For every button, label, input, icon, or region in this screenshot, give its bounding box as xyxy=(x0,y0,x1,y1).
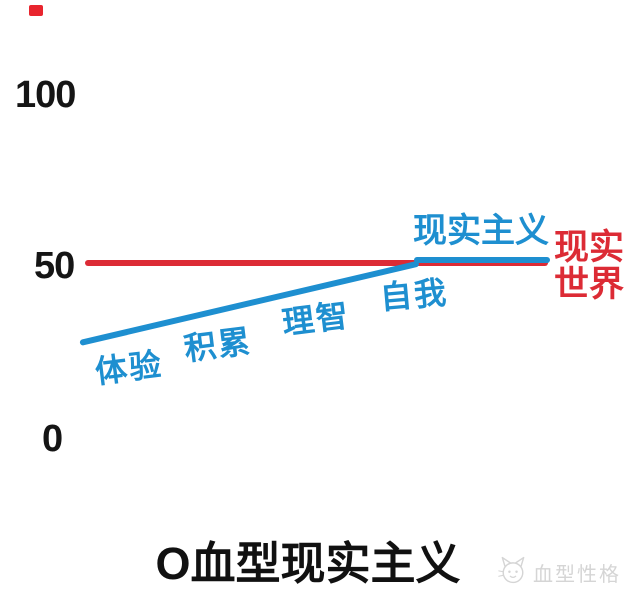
watermark: 血型性格 xyxy=(497,553,621,592)
stage-label-ziwo: 自我 xyxy=(378,274,450,316)
y-tick-100: 100 xyxy=(15,74,76,116)
cat-face-icon xyxy=(497,553,529,592)
top-left-red-bullet-icon xyxy=(29,5,43,16)
y-tick-0: 0 xyxy=(42,418,63,460)
stage-label-xianshizhuyi: 现实主义 xyxy=(413,212,549,250)
real-world-side-label-line1: 现实 xyxy=(553,228,624,267)
chart-title: O血型现实主义 xyxy=(155,538,461,589)
stage-label-jilei: 积累 xyxy=(182,322,254,368)
real-world-side-label: 现实 世界 xyxy=(552,228,626,304)
y-tick-50: 50 xyxy=(34,245,75,287)
real-world-side-label-line2: 世界 xyxy=(553,264,624,304)
real-world-line xyxy=(85,260,548,266)
growth-line-plateau-segment xyxy=(414,257,550,263)
stage-label-lizhi: 理智 xyxy=(280,296,352,342)
stage-label-tiyan: 体验 xyxy=(93,345,165,391)
watermark-text: 血型性格 xyxy=(533,564,621,586)
